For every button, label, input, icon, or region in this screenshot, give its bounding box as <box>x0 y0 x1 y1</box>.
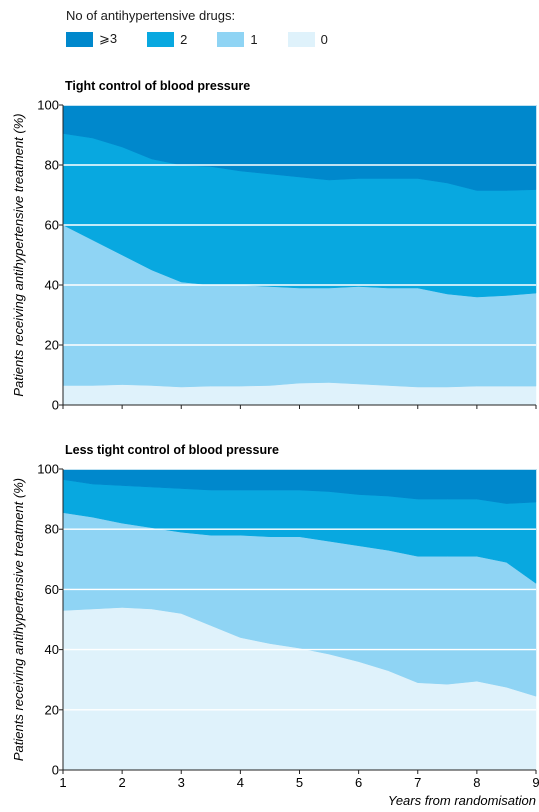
chart-2-xtick-label-5: 5 <box>296 775 303 790</box>
chart-2-ytick-label-80: 80 <box>45 522 59 537</box>
chart-2-xtick-label-8: 8 <box>473 775 480 790</box>
chart-1-ytick-label-40: 40 <box>45 278 59 293</box>
legend-label-0: 0 <box>320 31 328 47</box>
legend-title: No of antihypertensive drugs: <box>66 8 236 23</box>
chart-2-ytick-label-40: 40 <box>45 642 59 657</box>
legend-item-2: 2 <box>147 31 188 47</box>
chart-1-ylabel: Patients receiving antihypertensive trea… <box>11 113 26 396</box>
legend-swatch-1 <box>217 31 245 47</box>
chart-1-ytick-label-100: 100 <box>37 98 59 113</box>
legend-label-2: 2 <box>180 31 188 47</box>
chart-1-ytick-label-80: 80 <box>45 158 59 173</box>
chart-2-xtick-label-1: 1 <box>59 775 66 790</box>
chart-2-xtick-label-9: 9 <box>532 775 539 790</box>
chart-2-xtick-label-4: 4 <box>237 775 244 790</box>
legend-label-1: 1 <box>250 31 258 47</box>
chart-2-ylabel: Patients receiving antihypertensive trea… <box>11 478 26 761</box>
chart-2-xtick-label-7: 7 <box>414 775 421 790</box>
chart-2-xtick-label-3: 3 <box>178 775 185 790</box>
chart-2-xlabel: Years from randomisation <box>388 793 536 808</box>
chart-2-ytick-label-20: 20 <box>45 702 59 717</box>
chart-2-xtick-label-2: 2 <box>119 775 126 790</box>
chart-1-ytick-label-0: 0 <box>52 398 59 413</box>
legend-item-3plus: ⩾3 <box>66 31 117 47</box>
chart-1-ytick-label-60: 60 <box>45 218 59 233</box>
chart-2-ytick-label-100: 100 <box>37 462 59 477</box>
legend-swatch-0 <box>287 31 315 47</box>
legend-swatch-2 <box>147 31 175 47</box>
legend-label-3plus: ⩾3 <box>99 31 118 46</box>
chart-2-ytick-label-60: 60 <box>45 582 59 597</box>
chart-1-title: Tight control of blood pressure <box>65 79 250 93</box>
legend-items: ⩾3 2 1 0 <box>66 31 526 47</box>
chart-2-ytick-label-0: 0 <box>52 763 59 778</box>
legend: No of antihypertensive drugs: ⩾3 2 1 0 <box>66 8 526 47</box>
legend-swatch-3plus <box>66 31 93 47</box>
chart-2-title: Less tight control of blood pressure <box>65 443 279 457</box>
chart-1-ytick-label-20: 20 <box>45 338 59 353</box>
chart-2-xtick-label-6: 6 <box>355 775 362 790</box>
legend-item-1: 1 <box>217 31 258 47</box>
legend-item-0: 0 <box>287 31 328 47</box>
